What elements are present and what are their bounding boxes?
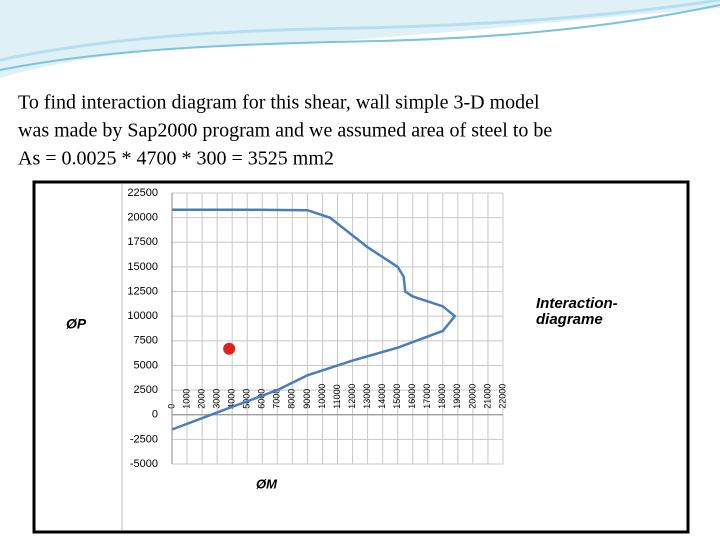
x-tick-label: 6000 (257, 389, 267, 409)
y-tick-label: 7500 (134, 335, 158, 347)
annotation: diagrame (536, 311, 603, 328)
x-tick-label: 18000 (437, 384, 447, 409)
y-tick-label: 17500 (127, 236, 158, 248)
x-tick-label: 19000 (452, 384, 462, 409)
x-tick-label: 2000 (196, 389, 206, 409)
y-tick-label: 2500 (134, 384, 158, 396)
y-axis-label: ØP (66, 316, 87, 332)
curve (171, 208, 457, 431)
x-tick-label: 1000 (181, 389, 191, 409)
x-tick-label: 0 (166, 404, 176, 409)
x-tick-label: 8000 (287, 389, 297, 409)
y-tick-label: 5000 (134, 359, 158, 371)
paragraph-line: was made by Sap2000 program and we assum… (18, 120, 552, 142)
annotation: Interaction- (536, 295, 618, 312)
wave-decoration (0, 0, 720, 78)
y-tick-label: 0 (152, 409, 158, 421)
x-tick-label: 16000 (407, 384, 417, 409)
x-tick-label: 15000 (392, 384, 402, 409)
x-tick-label: 20000 (467, 384, 477, 409)
y-tick-label: -2500 (130, 433, 158, 445)
x-axis-label: ØM (256, 476, 278, 491)
x-tick-label: 14000 (377, 384, 387, 409)
plot: -5000-2500025005000750010000125001500017… (127, 187, 507, 470)
x-tick-label: 9000 (302, 389, 312, 409)
x-tick-label: 3000 (212, 389, 222, 409)
x-tick-label: 17000 (422, 384, 432, 409)
y-tick-label: 20000 (127, 212, 158, 224)
x-tick-label: 22000 (497, 384, 507, 409)
x-tick-label: 13000 (362, 384, 372, 409)
y-tick-label: 10000 (127, 310, 158, 322)
x-tick-label: 5000 (242, 389, 252, 409)
x-tick-label: 12000 (347, 384, 357, 409)
y-tick-label: 12500 (127, 285, 158, 297)
point (223, 342, 236, 355)
wave-line (0, 0, 720, 62)
x-tick-label: 4000 (227, 389, 237, 409)
x-tick-label: 11000 (332, 384, 342, 408)
y-tick-label: -5000 (130, 458, 158, 470)
wave-line (0, 4, 720, 71)
x-tick-label: 7000 (272, 389, 282, 409)
y-tick-label: 22500 (127, 187, 158, 199)
x-tick-label: 10000 (317, 384, 327, 409)
paragraph-line: As = 0.0025 * 4700 * 300 = 3525 mm2 (18, 148, 334, 170)
x-tick-label: 21000 (482, 384, 492, 409)
paragraph-line: To find interaction diagram for this she… (18, 92, 540, 114)
y-tick-label: 15000 (127, 261, 158, 273)
